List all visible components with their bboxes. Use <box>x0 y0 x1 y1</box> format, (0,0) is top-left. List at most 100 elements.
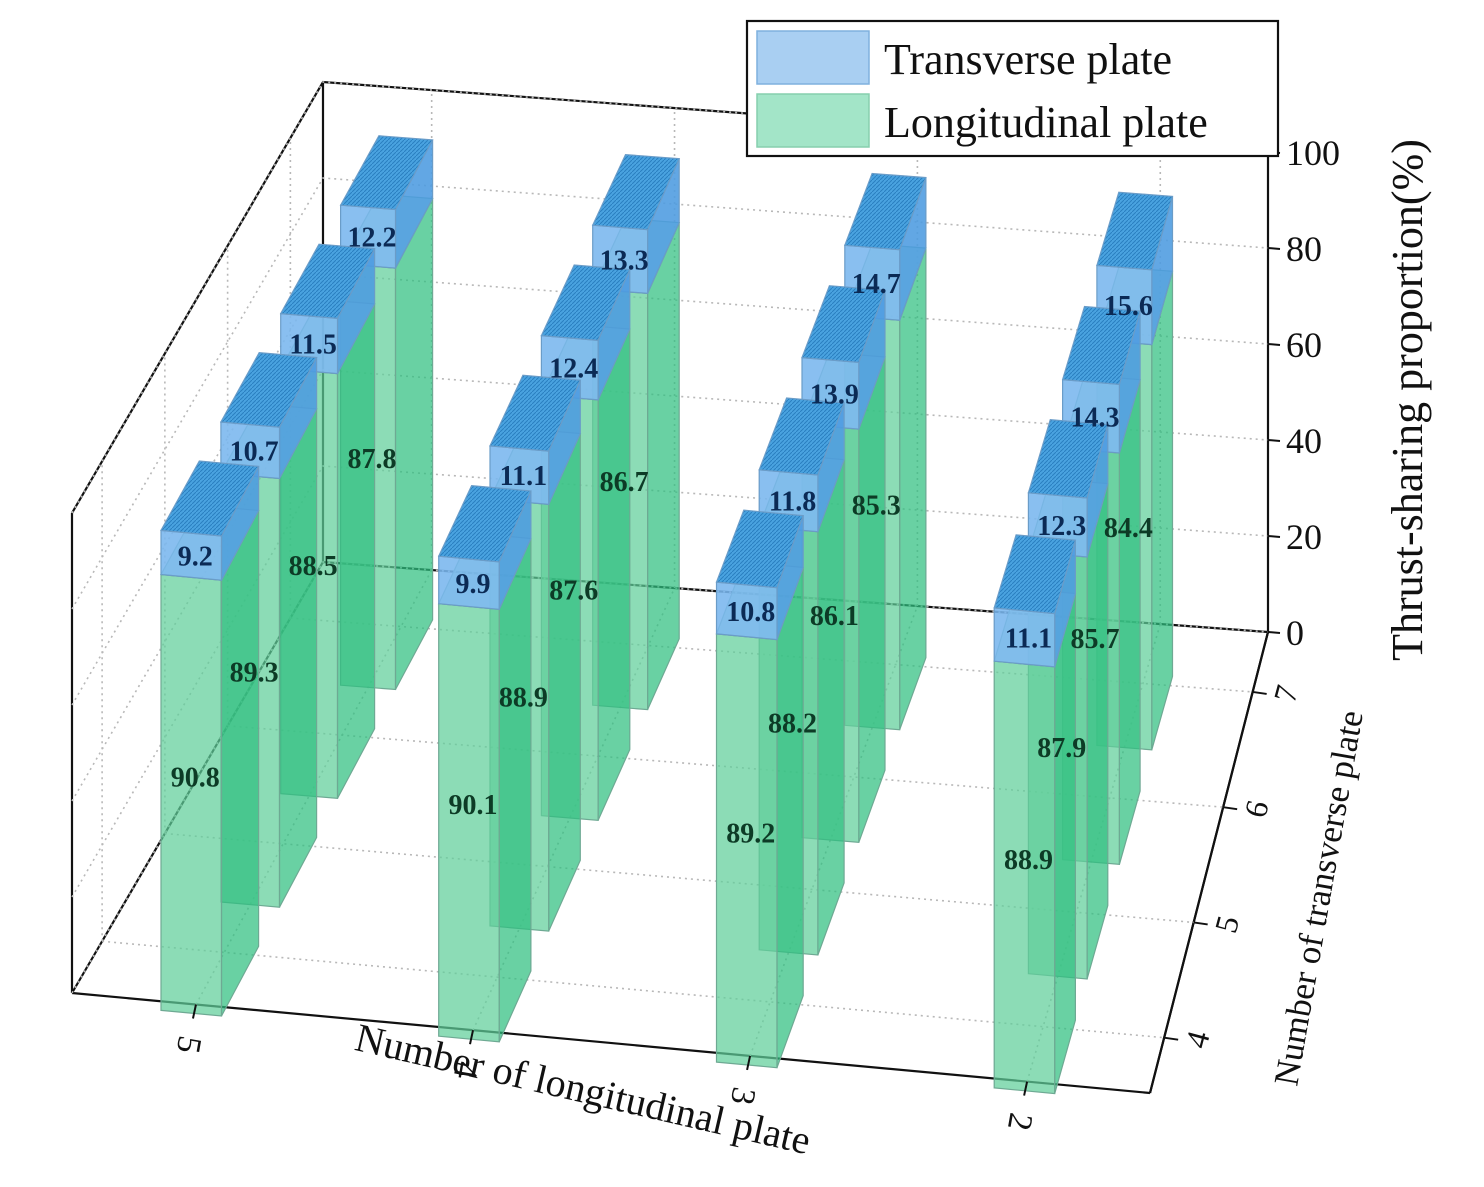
label-transverse-value: 14.7 <box>852 269 901 300</box>
front-floor-edge <box>71 991 1151 1095</box>
bar-longitudinal-side <box>394 198 434 690</box>
z-gridline <box>71 177 1269 610</box>
bar-longitudinal-side <box>597 328 631 821</box>
z-tick <box>1267 535 1281 538</box>
y-tick-label: 4 <box>1178 1027 1217 1052</box>
x-tick-label: 5 <box>169 1033 208 1056</box>
z-tick <box>1267 439 1281 442</box>
right-floor-edge <box>1148 631 1270 1094</box>
label-transverse-value: 11.5 <box>289 330 336 361</box>
bar-transverse <box>715 509 805 641</box>
bar-longitudinal-side <box>1151 271 1174 750</box>
z-tick-label: 80 <box>1286 229 1322 269</box>
bar-longitudinal-side <box>646 222 680 710</box>
y-tick <box>1252 690 1267 695</box>
y-tick-label: 6 <box>1237 797 1276 822</box>
z-tick-label: 40 <box>1286 421 1322 461</box>
z-tick-label: 60 <box>1286 325 1322 365</box>
bar-longitudinal-front <box>160 573 223 1017</box>
bar-transverse-top <box>489 374 582 452</box>
x-tick <box>469 1029 474 1045</box>
label-longitudinal-value: 89.3 <box>230 658 279 689</box>
label-transverse-value: 12.2 <box>348 223 397 254</box>
bar-transverse-top <box>801 285 886 364</box>
bar-value-labels: 87.8 12.2 86.7 13.3 85.3 14.7 84.4 15.6 88.5 11.5… <box>171 223 1153 876</box>
label-longitudinal-value: 88.9 <box>1004 845 1053 876</box>
label-longitudinal-value: 86.1 <box>810 601 859 632</box>
z-tick-label: 20 <box>1286 517 1322 557</box>
bar-longitudinal-side <box>1118 379 1141 865</box>
z-tick-label: 0 <box>1286 613 1304 653</box>
bar-transverse-top <box>1096 191 1174 271</box>
bar-longitudinal-side <box>817 459 845 956</box>
bar-longitudinal <box>160 504 260 1017</box>
bar-longitudinal-front <box>715 633 778 1069</box>
label-transverse-value: 12.4 <box>549 354 598 385</box>
y-tick <box>1193 921 1208 926</box>
label-transverse-value: 10.8 <box>726 597 775 628</box>
z-tick-label: 100 <box>1286 133 1340 173</box>
label-longitudinal-value: 85.3 <box>852 491 901 522</box>
z-tick <box>1267 343 1281 346</box>
bar-transverse <box>591 153 681 295</box>
x-tick-label: 4 <box>446 1059 485 1082</box>
bar-transverse-top <box>843 172 927 251</box>
label-transverse-value: 12.3 <box>1037 511 1086 542</box>
bar-transverse-top <box>437 484 532 563</box>
label-longitudinal-value: 87.9 <box>1037 733 1086 764</box>
bar-longitudinal-front <box>438 603 500 1043</box>
bar-longitudinal-side <box>498 538 532 1043</box>
z-gridline <box>71 81 1269 514</box>
bar-transverse <box>1027 419 1109 558</box>
label-longitudinal-value: 88.2 <box>768 708 817 739</box>
bar-transverse-top <box>993 534 1077 615</box>
label-transverse-value: 9.2 <box>178 541 213 572</box>
legend-label-transverse: Transverse plate <box>884 35 1172 84</box>
bar-transverse <box>993 534 1077 668</box>
legend: Transverse plate Longitudinal plate <box>745 19 1280 158</box>
legend-swatch-longitudinal <box>756 93 870 148</box>
bar-longitudinal-side <box>899 247 927 730</box>
label-longitudinal-value: 86.7 <box>600 467 649 498</box>
bar-transverse-top <box>758 397 845 476</box>
label-longitudinal-value: 87.8 <box>348 444 397 475</box>
label-transverse-value: 11.1 <box>500 461 547 492</box>
y-gridline <box>102 940 1165 1039</box>
bar-longitudinal-front <box>993 660 1056 1095</box>
label-longitudinal-value: 90.1 <box>448 790 497 821</box>
bar-transverse <box>160 460 260 581</box>
bar-transverse-top <box>591 153 681 231</box>
bar-transverse-top <box>160 460 260 537</box>
y-axis-label: Number of transverse plate <box>1266 708 1370 1089</box>
bar-transverse-top <box>715 509 805 589</box>
bar-longitudinal <box>437 532 532 1043</box>
label-transverse-value: 15.6 <box>1104 291 1153 322</box>
label-longitudinal-value: 89.2 <box>726 818 775 849</box>
label-longitudinal-value: 87.6 <box>549 575 598 606</box>
bar-longitudinal-side <box>776 567 804 1068</box>
y-tick <box>1223 806 1238 811</box>
y-tick-label: 7 <box>1266 681 1305 706</box>
bar-longitudinal-side <box>336 303 376 799</box>
bar-transverse <box>219 351 318 480</box>
bars <box>160 135 1174 1095</box>
label-transverse-value: 10.7 <box>230 436 279 467</box>
y-tick <box>1164 1036 1179 1041</box>
z-axis-label: Thrust-sharing proportion(%) <box>1383 139 1432 661</box>
bar-transverse-top <box>1061 305 1141 386</box>
y-tick-label: 5 <box>1207 912 1246 937</box>
bar-transverse-top <box>279 243 376 320</box>
bar-longitudinal-side <box>278 408 318 908</box>
bar-transverse-top <box>1027 419 1109 499</box>
label-transverse-value: 9.9 <box>455 569 490 600</box>
legend-label-longitudinal: Longitudinal plate <box>884 98 1208 147</box>
bar-longitudinal-side <box>220 510 260 1017</box>
legend-swatch-transverse <box>756 30 870 85</box>
y-gridline <box>164 832 1194 924</box>
x-tick-label: 2 <box>1000 1110 1039 1133</box>
x-tick <box>191 1004 197 1019</box>
label-transverse-value: 11.8 <box>769 487 816 518</box>
bar-transverse-top <box>219 351 318 428</box>
bar-transverse <box>437 484 532 611</box>
bar-transverse-top <box>339 135 434 211</box>
